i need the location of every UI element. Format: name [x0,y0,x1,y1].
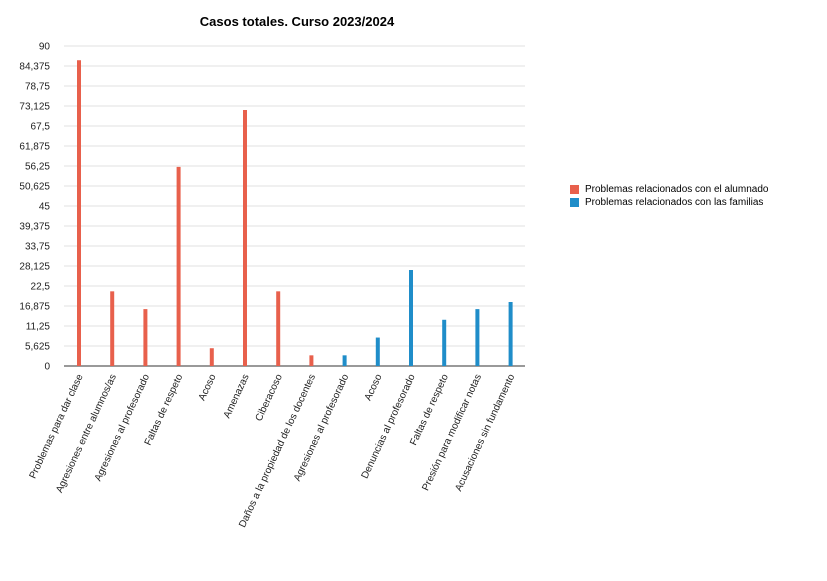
x-category-label: Acusaciones sin fundamento [453,372,517,493]
bar-alumnado [110,291,115,366]
legend: Problemas relacionados con el alumnado P… [570,183,768,209]
y-tick-label: 39,375 [19,222,50,233]
bar-alumnado [209,348,214,366]
y-tick-label: 5,625 [25,342,50,353]
x-category-label: Ciberacoso [254,372,286,423]
bar-alumnado [309,355,314,366]
y-tick-label: 78,75 [25,82,50,93]
chart-title: Casos totales. Curso 2023/2024 [200,14,395,29]
x-category-label: Presión para modificar notas [420,373,484,493]
x-category-label: Acoso [197,372,219,402]
y-tick-label: 11,25 [26,322,51,333]
legend-label-familias: Problemas relacionados con las familias [585,197,764,208]
legend-swatch-alumnado [570,185,579,194]
x-category-label: Acoso [363,372,385,402]
bar-familias [375,337,380,366]
legend-item-familias: Problemas relacionados con las familias [570,196,768,209]
grid-lines [64,45,525,347]
y-tick-label: 0 [44,362,50,373]
x-category-label: Agresiones entre alumnos/as [54,373,119,495]
y-tick-label: 50,625 [19,182,50,193]
bar-alumnado [77,60,81,366]
y-tick-label: 67,5 [31,122,51,133]
y-axis-ticks: 0 5,625 11,25 16,875 22,5 28,125 33,75 39,375 45… [19,42,50,373]
bar-alumnado [276,291,281,366]
y-tick-label: 61,875 [19,142,50,153]
bar-familias [409,270,413,366]
y-tick-label: 56,25 [25,162,50,173]
bar-familias [475,309,480,366]
bar-familias [342,355,347,366]
legend-item-alumnado: Problemas relacionados con el alumnado [570,183,768,196]
y-tick-label: 45 [39,202,51,213]
bar-alumnado [176,166,181,366]
legend-swatch-familias [570,198,579,207]
y-tick-label: 90 [39,42,51,53]
y-tick-label: 28,125 [19,262,50,273]
bar-alumnado [243,110,247,366]
bars [77,60,513,366]
y-tick-label: 33,75 [25,242,50,253]
x-category-label: Amenazas [222,373,252,420]
y-tick-label: 84,375 [19,62,50,73]
bar-alumnado [143,309,148,366]
bar-familias [508,302,513,366]
bar-familias [442,319,447,366]
y-tick-label: 16,875 [19,302,50,313]
y-tick-label: 73,125 [19,102,50,113]
legend-label-alumnado: Problemas relacionados con el alumnado [585,184,769,195]
y-tick-label: 22,5 [31,282,51,293]
